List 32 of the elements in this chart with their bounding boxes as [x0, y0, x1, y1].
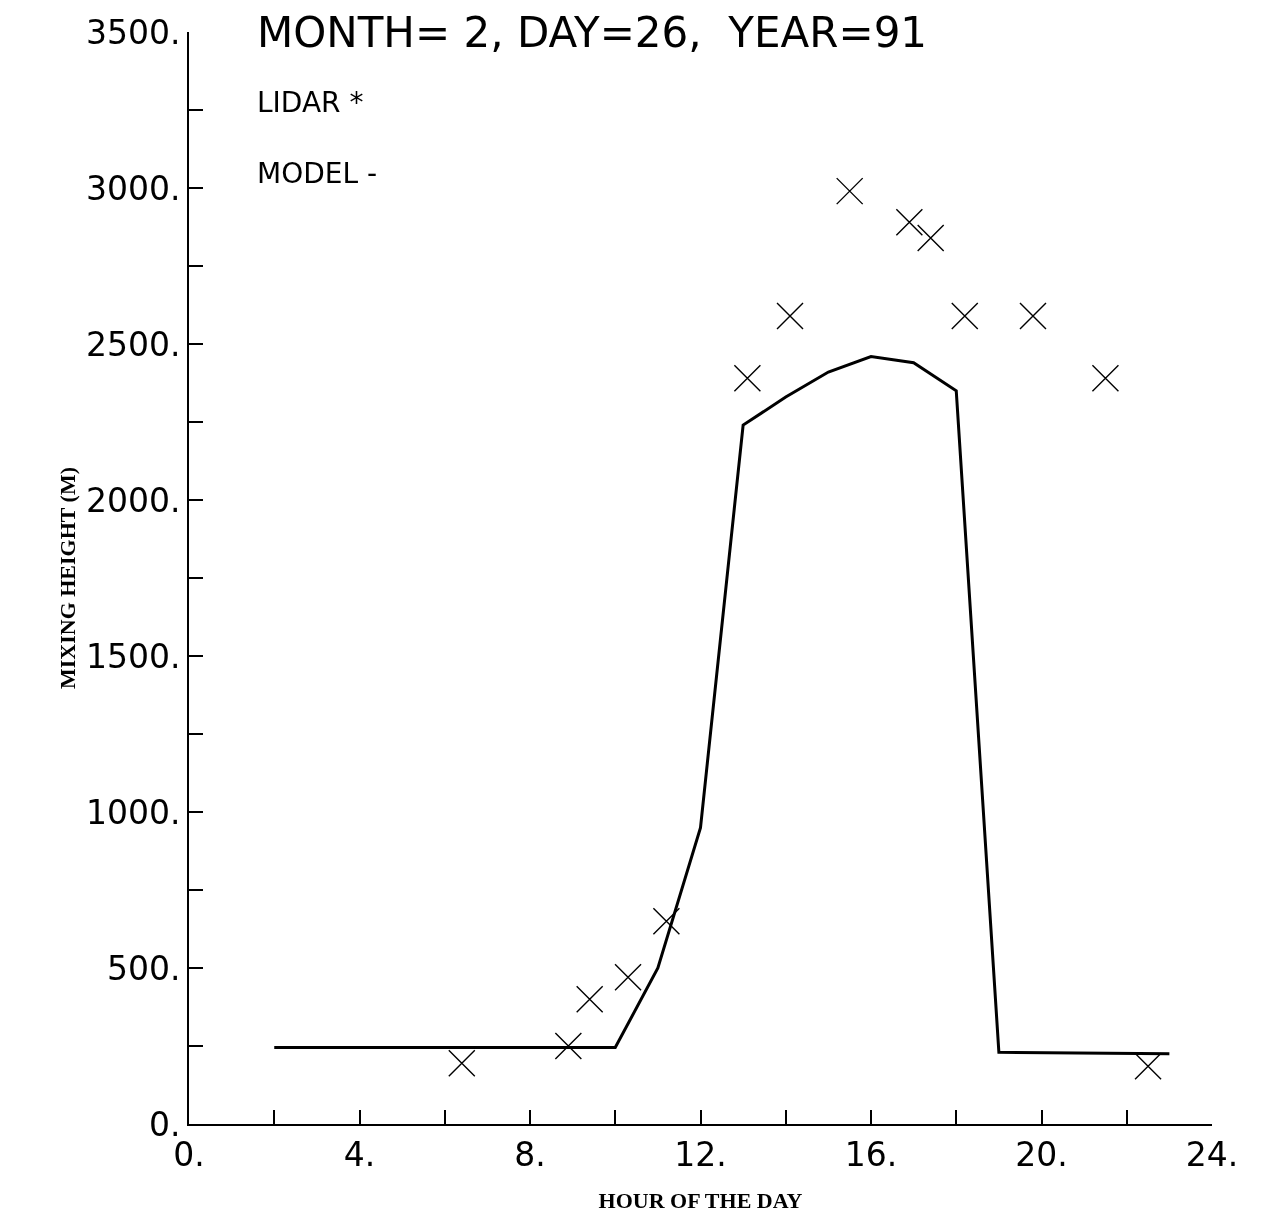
x-tick-label: 12. — [674, 1134, 727, 1174]
y-tick-label: 500. — [106, 948, 181, 988]
point — [776, 302, 804, 330]
point — [951, 302, 979, 330]
point — [733, 364, 762, 393]
point — [652, 907, 681, 935]
point — [1019, 302, 1047, 330]
point — [448, 1049, 476, 1077]
x-axis-title: HOUR OF THE DAY — [598, 1188, 803, 1213]
y-tick-label: 2000. — [85, 480, 181, 520]
x-tick-label: 4. — [343, 1134, 376, 1174]
point — [614, 963, 642, 992]
y-tick-label: 3500. — [85, 12, 181, 52]
point — [1091, 364, 1120, 393]
point — [1134, 1052, 1162, 1080]
point — [575, 985, 604, 1013]
annotation: LIDAR * — [257, 86, 364, 119]
y-axis-title: MIXING HEIGHT (M) — [55, 466, 81, 690]
y-tick-label: 3000. — [85, 168, 181, 208]
point — [554, 1032, 583, 1060]
point — [916, 224, 945, 252]
point — [835, 177, 864, 205]
x-tick-label: 16. — [844, 1134, 898, 1174]
y-tick-label: 1000. — [85, 792, 181, 832]
chart-title: MONTH= 2, DAY=26, YEAR=91 — [257, 8, 928, 57]
x-tick-label: 24. — [1185, 1134, 1239, 1174]
annotation: MODEL - — [257, 157, 378, 190]
point — [895, 208, 924, 237]
x-tick-label: 8. — [514, 1134, 546, 1174]
y-tick-label: 2500. — [85, 324, 181, 364]
x-tick-label: 20. — [1015, 1134, 1068, 1174]
y-tick-label: 1500. — [85, 636, 181, 676]
